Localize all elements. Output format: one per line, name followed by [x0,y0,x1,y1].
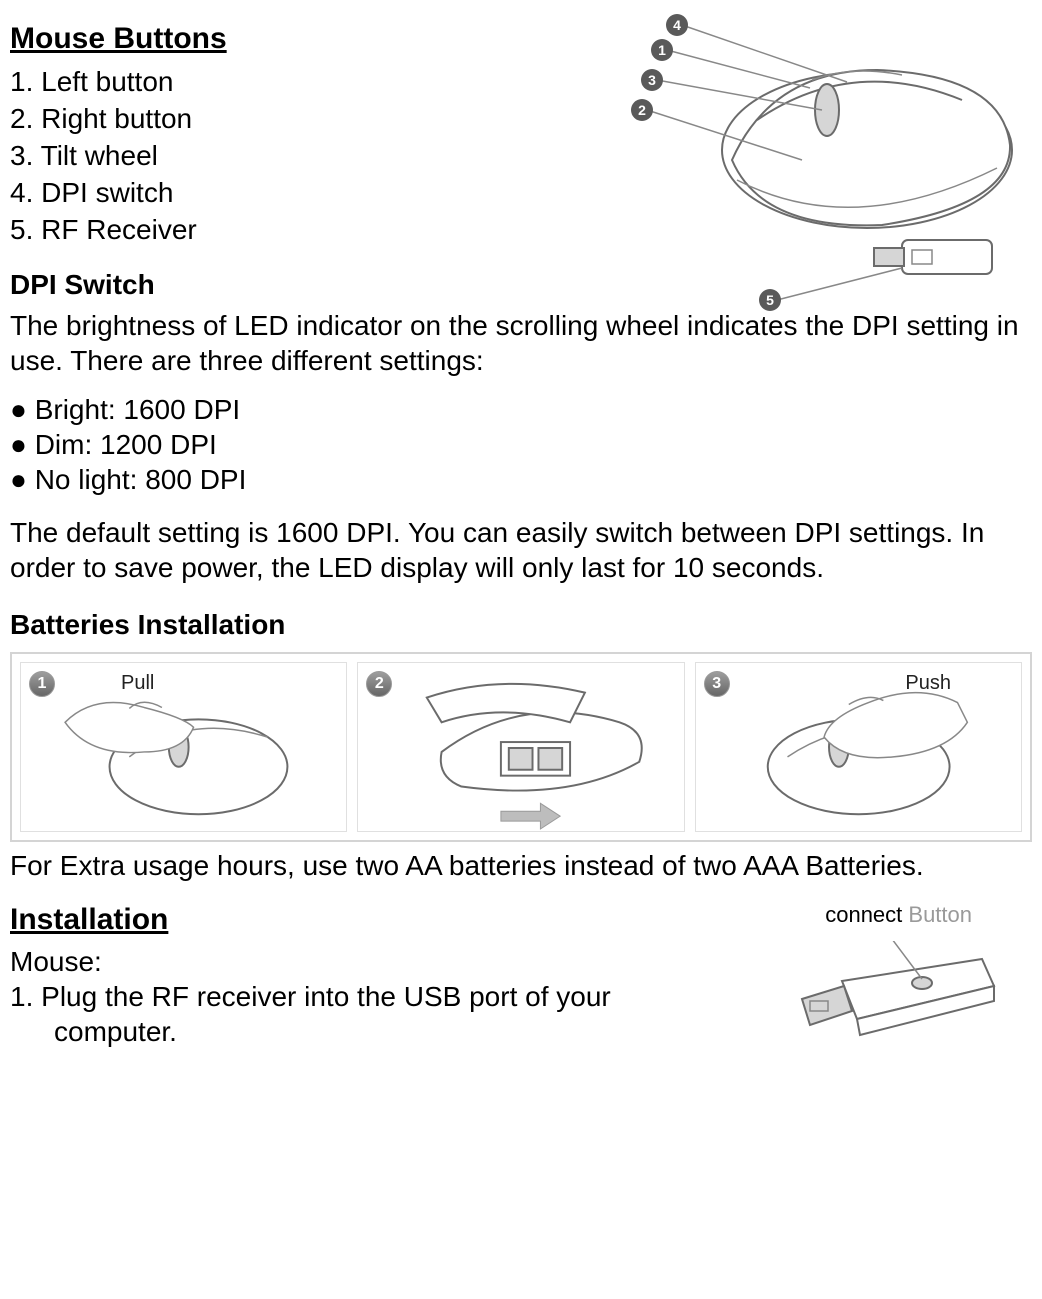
batteries-note: For Extra usage hours, use two AA batter… [10,848,1032,883]
installation-section: Installation Mouse: 1. Plug the RF recei… [10,901,1032,1050]
svg-text:3: 3 [648,72,656,88]
dpi-note-text: The default setting is 1600 DPI. You can… [10,515,1032,585]
battery-panel-illustration [21,663,346,831]
mouse-diagram: 1 2 3 4 5 [602,10,1022,330]
list-item: Bright: 1600 DPI [10,392,1032,427]
list-item: No light: 800 DPI [10,462,1032,497]
panel-label: Pull [121,671,154,696]
step-badge: 3 [704,671,730,697]
battery-panel: 1 Pull [20,662,347,832]
battery-steps-strip: 1 Pull 2 [10,652,1032,842]
panel-label: Push [905,671,951,696]
battery-panel-illustration [696,663,1021,831]
svg-text:5: 5 [766,292,774,308]
svg-text:4: 4 [673,17,681,33]
receiver-diagram [782,941,1002,1051]
battery-panel: 3 Push [695,662,1022,832]
list-item: Dim: 1200 DPI [10,427,1032,462]
battery-panel-illustration [358,663,683,831]
step-badge: 2 [366,671,392,697]
batteries-title: Batteries Installation [10,607,1032,642]
batteries-section: Batteries Installation 1 Pull 2 [10,607,1032,883]
svg-text:1: 1 [658,42,666,58]
step-badge: 1 [29,671,55,697]
dpi-bullets: Bright: 1600 DPI Dim: 1200 DPI No light:… [10,392,1032,497]
svg-text:2: 2 [638,102,646,118]
mouse-buttons-section: Mouse Buttons 1. Left button 2. Right bu… [10,20,1032,247]
connect-button-label: connect Button [825,901,972,929]
battery-panel: 2 [357,662,684,832]
